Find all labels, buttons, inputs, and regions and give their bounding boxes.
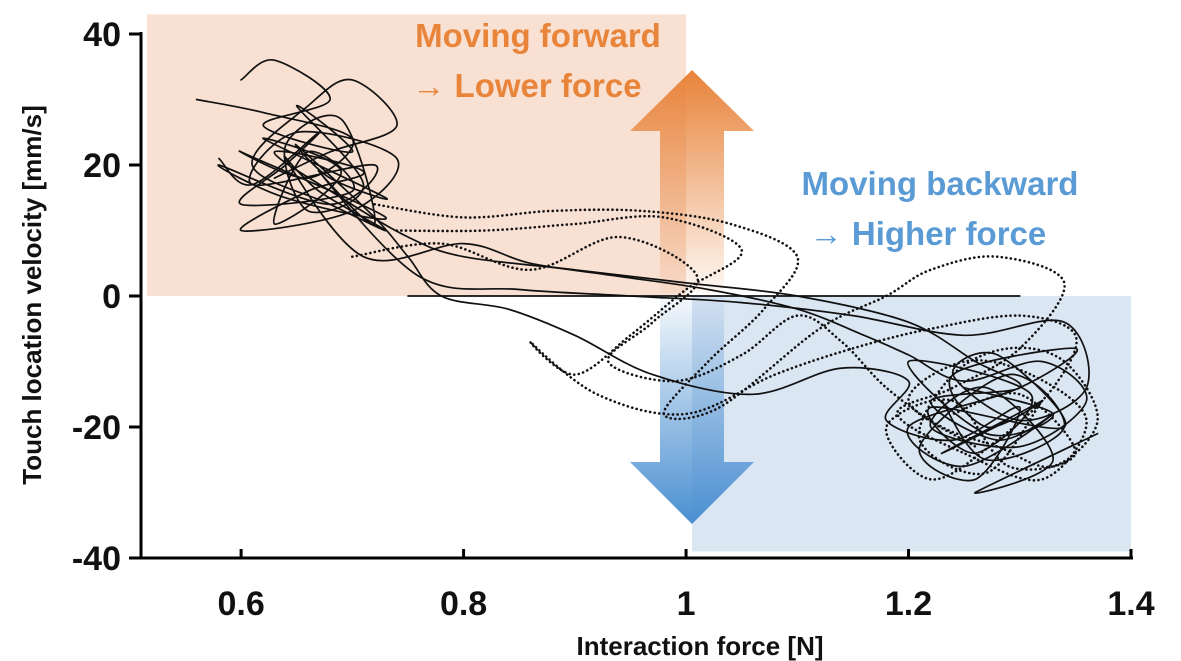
y-axis-title: Touch location velocity [mm/s] bbox=[17, 105, 47, 484]
y-tick-label: -40 bbox=[72, 540, 121, 578]
annotation-backward-line-2: → Higher force bbox=[810, 215, 1047, 252]
series-layer bbox=[195, 59, 1099, 494]
trajectory-series-1 bbox=[195, 98, 1079, 468]
annotation-forward: Moving forward → Lower force bbox=[412, 17, 660, 104]
x-tick-label: 0.8 bbox=[440, 585, 487, 623]
annotation-backward: Moving backward → Higher force bbox=[802, 165, 1079, 252]
annotation-forward-line-1: Moving forward bbox=[415, 17, 661, 54]
arrows-layer bbox=[630, 70, 754, 524]
arrow-down-icon bbox=[630, 297, 754, 524]
annotation-forward-line-2: → Lower force bbox=[412, 67, 641, 104]
x-axis-title: Interaction force [N] bbox=[576, 631, 823, 661]
region-forward bbox=[147, 14, 687, 296]
trajectory-series-8 bbox=[351, 235, 1099, 476]
annotation-backward-line-1: Moving backward bbox=[802, 165, 1079, 202]
trajectory-series-7 bbox=[395, 214, 1078, 481]
y-tick-label: 0 bbox=[102, 278, 121, 316]
y-tick-label: 20 bbox=[83, 147, 121, 185]
x-tick-label: 1 bbox=[677, 585, 696, 623]
arrow-up-icon bbox=[630, 70, 754, 293]
x-tick-label: 0.6 bbox=[217, 585, 264, 623]
trajectory-series-6 bbox=[373, 203, 1088, 482]
x-tick-label: 1.4 bbox=[1107, 585, 1154, 623]
trajectory-series-5 bbox=[251, 78, 1099, 494]
y-tick-label: 40 bbox=[83, 16, 121, 54]
y-tick-label: -20 bbox=[72, 409, 121, 447]
trajectory-series-2 bbox=[240, 59, 1090, 455]
ticks-layer: 0.6 0.8 1 1.2 1.4 40 20 0 -20 -40 bbox=[72, 16, 1155, 623]
x-tick-label: 1.2 bbox=[885, 585, 932, 623]
